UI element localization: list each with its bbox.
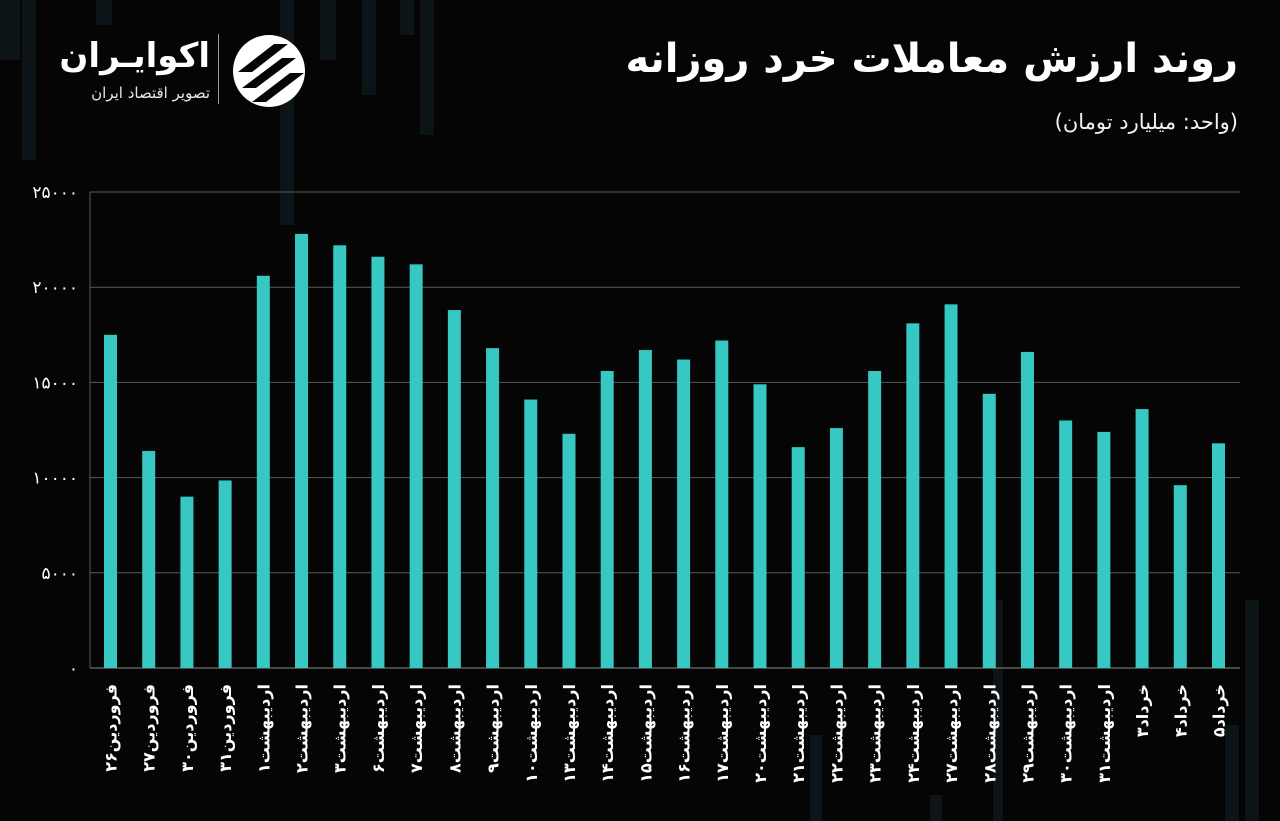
y-tick-label: ۰ [69,659,78,679]
bar [409,264,423,668]
x-tick-label: اردیبهشت۸ [445,684,464,773]
x-tick-label: اردیبهشت۱۵ [636,684,655,783]
y-tick-label: ۵۰۰۰ [41,564,78,584]
bar [562,433,576,668]
x-tick-label: اردیبهشت۱۶ [675,684,694,783]
x-tick-label: فروردین۲۷ [140,684,159,772]
bar [638,350,652,668]
bar [524,399,538,668]
bar [486,348,500,668]
x-tick-label: فروردین۲۶ [102,684,121,772]
bar [982,393,996,668]
x-tick-label: اردیبهشت۱۴ [598,684,617,783]
bar [906,323,920,668]
x-tick-label: اردیبهشت۲۴ [904,684,923,783]
x-tick-label: اردیبهشت۹ [484,684,503,773]
x-tick-label: خرداد۳ [1133,684,1152,737]
bar [104,334,117,668]
x-tick-label: اردیبهشت۱۷ [713,684,732,783]
brand-divider [218,34,219,104]
x-tick-label: اردیبهشت۲۹ [1018,684,1037,783]
gridlines [89,191,1240,669]
x-tick-label: اردیبهشت۶ [369,684,388,773]
bar [1059,420,1073,668]
bar [142,450,156,668]
x-tick-label: اردیبهشت۱۳ [560,684,579,783]
bar [753,384,767,668]
bar [791,447,805,668]
bar [256,275,270,668]
x-tick-label: فروردین۳۱ [216,684,235,772]
chart-subtitle: (واحد: میلیارد تومان) [1054,110,1238,134]
x-tick-label: اردیبهشت۳۰ [1057,684,1076,783]
bar [600,370,614,668]
y-tick-label: ۱۰۰۰۰ [32,469,78,489]
x-tick-label: اردیبهشت۲ [293,684,312,773]
x-tick-label: اردیبهشت۱۰ [522,684,541,783]
bar [1173,485,1187,668]
x-tick-label: اردیبهشت۳ [331,684,350,773]
bar [371,256,385,668]
x-tick-label: اردیبهشت۲۱ [789,684,808,783]
brand-tagline: تصویر اقتصاد ایران [91,84,210,102]
bar [447,310,461,668]
bar [218,480,232,668]
bar [715,340,729,668]
bar [180,496,194,668]
bar [1212,443,1225,668]
y-tick-label: ۱۵۰۰۰ [32,373,78,393]
brand-name: اکوایـران [59,36,210,76]
x-tick-label: فروردین۳۰ [178,684,197,772]
x-tick-label: اردیبهشت۱ [254,684,273,773]
chart-title: روند ارزش معاملات خرد روزانه [625,36,1238,82]
ekoiran-logo-icon [233,35,305,107]
bar [944,304,958,668]
y-tick-label: ۲۵۰۰۰ [32,183,78,203]
x-tick-label: اردیبهشت۲۸ [980,684,999,783]
x-tick-label: اردیبهشت۲۰ [751,684,770,783]
x-tick-label: اردیبهشت۲۲ [827,684,846,783]
x-tick-label: خرداد۴ [1171,684,1190,737]
x-tick-label: اردیبهشت۷ [407,684,426,773]
x-axis-ticks: فروردین۲۶ فروردین۲۷ فروردین۳۰ فروردین۳۱ اردی… [102,684,1229,783]
y-tick-label: ۲۰۰۰۰ [32,278,78,298]
brand-block: اکوایـران تصویر اقتصاد ایران [50,30,320,110]
x-tick-label: خرداد۵ [1210,684,1229,737]
x-tick-label: اردیبهشت۲۷ [942,684,961,783]
bar [295,233,309,668]
bar [1135,409,1149,668]
bar [1097,431,1111,668]
y-axis-ticks: ۰ ۵۰۰۰ ۱۰۰۰۰ ۱۵۰۰۰ ۲۰۰۰۰ ۲۵۰۰۰ [32,183,78,679]
x-tick-label: اردیبهشت۲۳ [866,684,885,783]
bar [1020,351,1034,668]
x-tick-label: اردیبهشت۳۱ [1095,684,1114,783]
bar [333,245,347,668]
bar [829,428,843,668]
bar [868,370,882,668]
bar-series [104,233,1225,668]
bar [677,359,691,668]
